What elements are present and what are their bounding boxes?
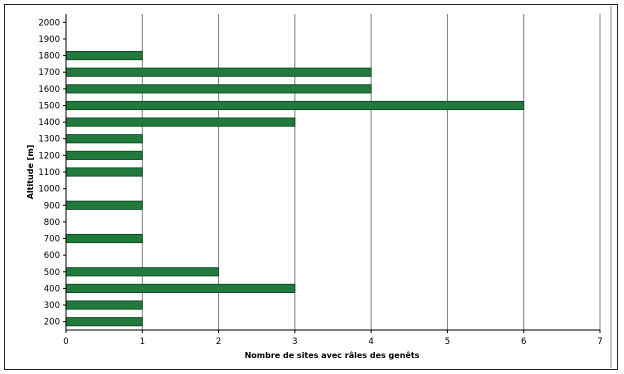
bar <box>65 233 143 244</box>
bar <box>65 134 143 144</box>
y-tick-label: 1300 <box>38 135 60 145</box>
gridlines <box>141 14 601 330</box>
y-tick-label: 2000 <box>38 18 60 28</box>
y-tick-label: 400 <box>44 284 60 294</box>
x-tick-label: 6 <box>521 337 526 347</box>
bar <box>65 267 219 277</box>
y-axis-title: Altitude [m] <box>26 145 35 200</box>
x-tick-label: 4 <box>368 337 373 347</box>
y-tick-label: 500 <box>44 268 60 278</box>
bar <box>65 117 296 127</box>
bar <box>65 150 143 160</box>
x-tick-label: 5 <box>445 337 450 347</box>
bar <box>65 100 525 111</box>
bar <box>65 167 143 177</box>
bar <box>65 51 143 61</box>
axes: 0 1 2 3 4 5 6 7 2000 1900 1800 1700 1600 1500 1400 1300… <box>38 14 603 347</box>
x-axis-title: Nombre de sites avec râles des genêts <box>245 350 420 360</box>
x-tick-label: 7 <box>597 337 602 347</box>
y-tick-label: 1900 <box>38 35 60 45</box>
y-tick-label: 600 <box>44 251 60 261</box>
y-tick-label: 900 <box>44 201 60 211</box>
y-tick-label: 1700 <box>38 68 60 78</box>
bar <box>65 84 372 94</box>
bar <box>65 300 143 310</box>
bar <box>65 317 143 327</box>
y-tick-label: 700 <box>44 235 60 245</box>
y-tick-label: 1000 <box>38 185 60 195</box>
y-tick-label: 1800 <box>38 52 60 62</box>
y-tick-label: 1200 <box>38 151 60 161</box>
bar <box>65 200 143 210</box>
y-tick-label: 1500 <box>38 101 60 111</box>
y-tick-label: 200 <box>44 318 60 328</box>
x-tick-label: 0 <box>63 337 68 347</box>
y-tick-label: 1400 <box>38 118 60 128</box>
x-tick-label: 3 <box>292 337 297 347</box>
y-tick-label: 1600 <box>38 85 60 95</box>
bar <box>65 67 372 77</box>
x-tick-label: 1 <box>140 337 145 347</box>
x-tick-label: 2 <box>216 337 221 347</box>
y-tick-label: 300 <box>44 301 60 311</box>
y-tick-label: 800 <box>44 218 60 228</box>
bar <box>65 283 296 293</box>
y-tick-label: 1100 <box>38 168 60 178</box>
